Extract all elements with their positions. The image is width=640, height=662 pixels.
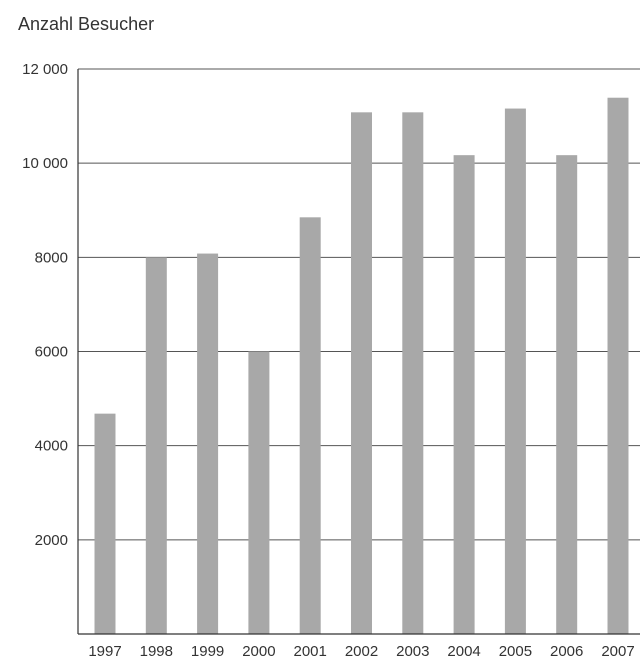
bar-2006 (556, 155, 578, 634)
x-tick-label-2003: 2003 (396, 643, 429, 660)
y-axis-title: Anzahl Besucher (18, 14, 155, 34)
x-tick-label-2005: 2005 (499, 643, 532, 660)
y-tick-label-4000: 4000 (35, 438, 68, 455)
x-tick-label-2007: 2007 (601, 643, 634, 660)
y-tick-label-6000: 6000 (35, 344, 68, 361)
y-tick-label-10000: 10 000 (22, 155, 68, 172)
x-tick-label-2006: 2006 (550, 643, 583, 660)
x-tick-label-2001: 2001 (294, 643, 327, 660)
x-tick-label-1998: 1998 (140, 643, 173, 660)
axis-layer (77, 69, 640, 635)
bar-2007 (607, 97, 629, 635)
labels-layer: 2000 4000 6000 8000 10 000 12 000 1997 1998 1999… (22, 61, 635, 660)
x-tick-label-2000: 2000 (242, 643, 275, 660)
y-tick-label-8000: 8000 (35, 249, 68, 266)
bar-2005 (504, 108, 526, 635)
x-tick-label-1999: 1999 (191, 643, 224, 660)
bar-2001 (299, 217, 321, 634)
bar-1998 (145, 257, 167, 634)
bar-1997 (94, 413, 116, 634)
bar-1999 (197, 253, 219, 635)
bar-2004 (453, 155, 475, 634)
bars-layer (94, 97, 629, 635)
bar-2000 (248, 351, 270, 634)
y-tick-label-2000: 2000 (35, 532, 68, 549)
x-tick-label-2002: 2002 (345, 643, 378, 660)
bar-2003 (402, 112, 424, 635)
x-tick-label-2004: 2004 (447, 643, 480, 660)
bar-2002 (351, 112, 372, 635)
x-tick-label-1997: 1997 (88, 643, 121, 660)
y-tick-label-12000: 12 000 (22, 61, 68, 78)
